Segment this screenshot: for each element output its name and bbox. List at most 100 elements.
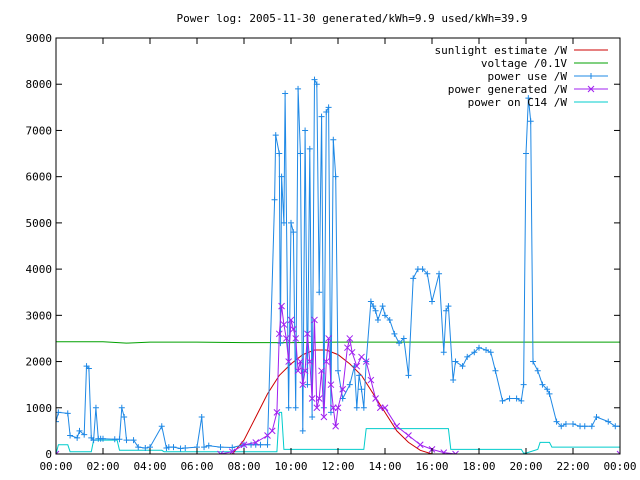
data-point	[372, 307, 379, 314]
data-point	[379, 303, 386, 310]
y-tick-label: 7000	[26, 124, 53, 137]
data-point	[588, 423, 595, 430]
data-point	[81, 431, 88, 438]
data-point	[280, 321, 288, 328]
data-point	[459, 363, 466, 370]
data-point	[323, 108, 330, 115]
series-4	[56, 411, 620, 454]
data-point	[292, 335, 300, 342]
data-point	[285, 358, 293, 365]
data-point	[272, 132, 279, 139]
x-tick-label: 12:00	[321, 460, 354, 473]
data-point	[362, 358, 370, 365]
data-point	[158, 423, 165, 430]
data-point	[593, 414, 600, 421]
data-point	[301, 367, 309, 375]
data-point	[562, 420, 569, 427]
data-point	[182, 444, 189, 451]
y-tick-label: 4000	[26, 263, 53, 276]
data-point	[299, 381, 307, 389]
data-point	[527, 118, 534, 125]
data-point	[92, 404, 99, 411]
data-point	[617, 423, 620, 430]
data-point	[616, 450, 620, 454]
y-tick-label: 8000	[26, 78, 53, 91]
data-point	[135, 444, 142, 451]
data-point	[353, 404, 360, 411]
data-point	[142, 444, 149, 451]
data-point	[306, 145, 313, 152]
x-tick-label: 10:00	[274, 460, 307, 473]
data-point	[290, 229, 297, 236]
data-point	[315, 395, 323, 402]
data-point	[450, 377, 457, 384]
data-point	[285, 404, 292, 411]
data-point	[280, 219, 287, 226]
series-2	[56, 76, 620, 452]
data-point	[605, 418, 612, 425]
data-point	[264, 441, 271, 448]
data-point	[530, 358, 537, 365]
series-3	[56, 302, 620, 454]
data-point	[443, 307, 450, 314]
data-point	[309, 414, 316, 421]
data-point	[297, 150, 304, 157]
data-point	[374, 316, 381, 323]
data-point	[370, 303, 377, 310]
data-point	[483, 347, 490, 353]
data-point	[332, 173, 339, 180]
data-point	[123, 437, 130, 444]
data-point	[539, 381, 546, 388]
data-point	[440, 449, 448, 454]
data-point	[217, 444, 224, 451]
x-tick-label: 00:00	[39, 460, 72, 473]
data-point	[240, 441, 248, 449]
data-point	[570, 420, 576, 427]
data-point	[299, 427, 306, 434]
data-point	[90, 437, 97, 444]
data-point	[346, 335, 354, 342]
legend-label: sunlight estimate /W	[435, 44, 568, 57]
x-tick-label: 18:00	[462, 460, 495, 473]
data-point	[327, 381, 335, 389]
data-point	[356, 372, 363, 379]
x-tick-label: 02:00	[86, 460, 119, 473]
data-point	[464, 353, 471, 360]
data-point	[332, 422, 340, 430]
data-point	[339, 385, 347, 393]
legend-marker	[588, 73, 594, 79]
data-point	[67, 432, 74, 439]
data-point	[282, 90, 289, 97]
data-point	[229, 444, 236, 451]
data-point	[381, 404, 389, 412]
data-point	[76, 427, 83, 434]
data-point	[278, 302, 285, 310]
data-point	[271, 196, 278, 203]
data-point	[297, 358, 304, 365]
data-point	[289, 325, 297, 333]
data-point	[405, 432, 412, 439]
data-point	[429, 298, 435, 305]
data-point	[346, 381, 353, 388]
data-point	[360, 404, 367, 411]
data-point	[396, 340, 403, 347]
data-point	[130, 437, 137, 444]
y-tick-label: 2000	[26, 356, 53, 369]
data-point	[367, 298, 374, 305]
data-point	[452, 450, 459, 454]
x-tick-label: 04:00	[133, 460, 166, 473]
data-point	[287, 316, 295, 324]
data-point	[313, 81, 320, 88]
data-point	[400, 335, 407, 342]
data-point	[353, 362, 361, 370]
data-point	[56, 450, 60, 454]
data-point	[534, 367, 541, 374]
x-tick-label: 20:00	[509, 460, 542, 473]
legend-label: power generated /W	[448, 83, 568, 96]
y-tick-label: 3000	[26, 309, 53, 322]
data-point	[252, 439, 260, 446]
legend-label: voltage /0.1V	[481, 57, 567, 70]
data-point	[316, 289, 323, 296]
legend-label: power use /W	[488, 70, 568, 83]
